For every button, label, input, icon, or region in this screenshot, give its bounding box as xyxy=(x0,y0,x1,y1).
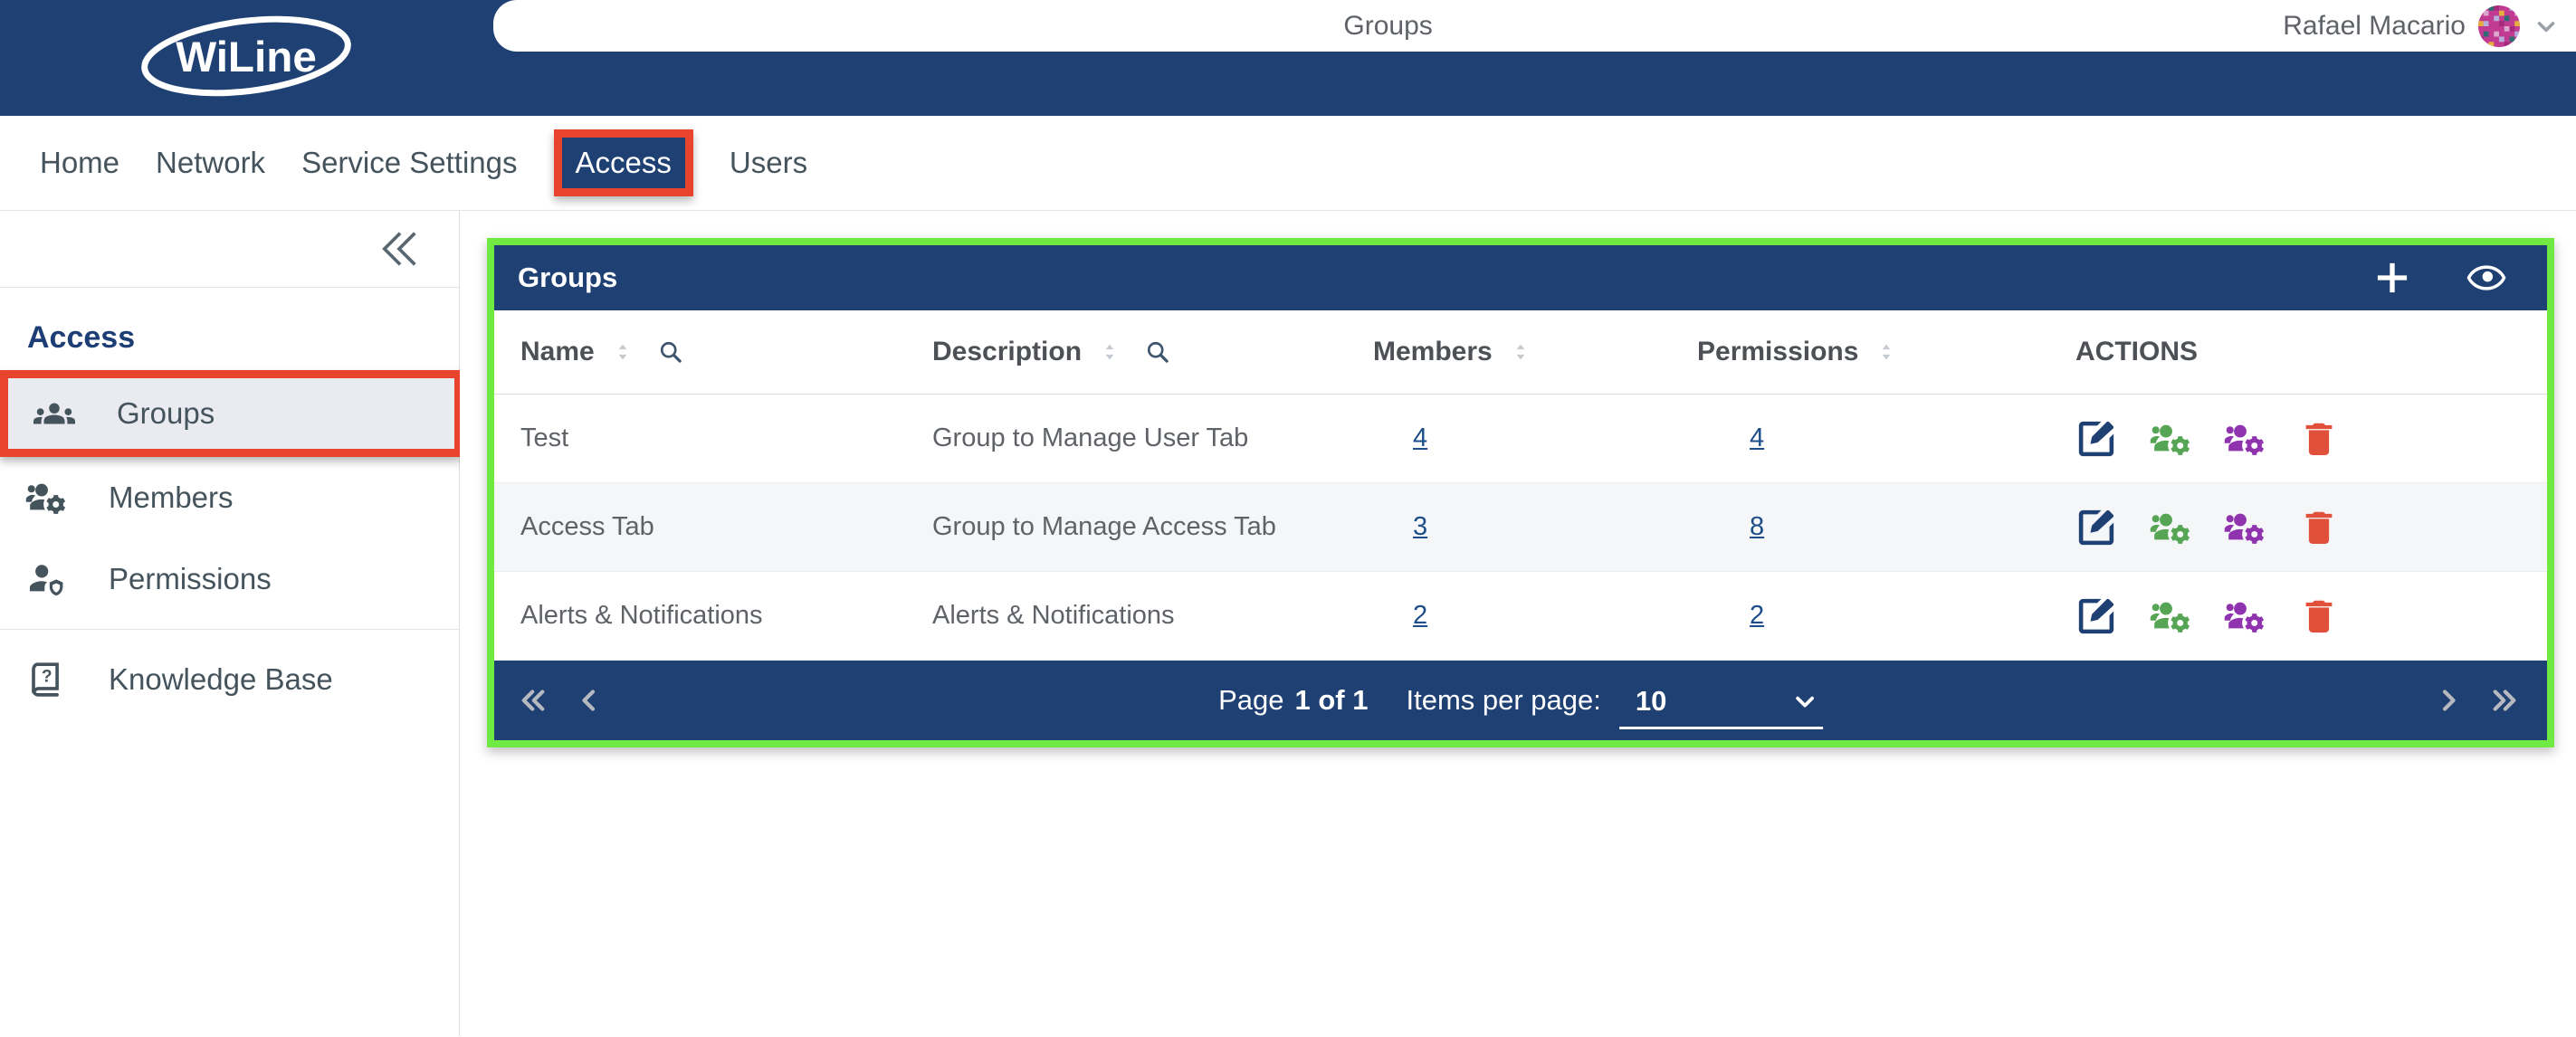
pagination-bar: Page 1 of 1 Items per page: 10 xyxy=(494,661,2547,740)
table-row: Access Tab Group to Manage Access Tab 3 … xyxy=(494,483,2547,572)
delete-group-icon[interactable] xyxy=(2298,595,2340,637)
manage-permissions-icon[interactable] xyxy=(2224,418,2266,460)
header-tab: Groups Rafael Macario xyxy=(493,0,2576,52)
cell-description: Group to Manage Access Tab xyxy=(932,512,1276,541)
sidebar-header xyxy=(0,211,459,288)
members-icon xyxy=(25,477,67,518)
main-area: Access Groups Members Permissions Knowle… xyxy=(0,211,2576,1036)
chevron-down-icon[interactable] xyxy=(2533,13,2560,40)
first-page-icon[interactable] xyxy=(516,683,550,718)
avatar[interactable] xyxy=(2478,5,2520,47)
manage-members-icon[interactable] xyxy=(2150,418,2191,460)
sidebar-item-groups[interactable]: Groups xyxy=(8,378,454,449)
sidebar-item-permissions[interactable]: Permissions xyxy=(0,538,459,620)
user-name: Rafael Macario xyxy=(2283,10,2466,41)
cell-description: Group to Manage User Tab xyxy=(932,423,1249,452)
next-page-icon[interactable] xyxy=(2431,683,2466,718)
panel-title: Groups xyxy=(518,262,618,293)
sort-permissions-icon[interactable] xyxy=(1875,338,1898,366)
add-group-icon[interactable] xyxy=(2371,257,2413,299)
items-per-page-select[interactable]: 10 xyxy=(1618,685,1823,729)
cell-name: Access Tab xyxy=(520,512,654,541)
sidebar-item-members[interactable]: Members xyxy=(0,457,459,538)
permissions-count-link[interactable]: 8 xyxy=(1750,512,1765,541)
nav-item-access[interactable]: Access xyxy=(561,138,685,188)
sort-description-icon[interactable] xyxy=(1098,338,1121,366)
top-header: WiLine Groups Rafael Macario xyxy=(0,0,2576,116)
edit-group-icon[interactable] xyxy=(2075,595,2117,637)
row-actions xyxy=(2068,418,2547,460)
main-nav: Home Network Service Settings Access Use… xyxy=(0,116,2576,211)
table-row: Test Group to Manage User Tab 4 4 xyxy=(494,395,2547,483)
table-header-row: Name Description Members Permissi xyxy=(494,310,2547,395)
members-count-link[interactable]: 2 xyxy=(1413,601,1428,630)
row-actions xyxy=(2068,507,2547,548)
chevron-down-icon xyxy=(1790,687,1819,716)
cell-name: Test xyxy=(520,423,569,452)
previous-page-icon[interactable] xyxy=(572,683,606,718)
sidebar-item-label: Knowledge Base xyxy=(109,662,333,696)
annotation-green-box-groups-panel: Groups Name Description xyxy=(487,238,2554,747)
search-description-icon[interactable] xyxy=(1143,338,1172,366)
nav-item-service-settings[interactable]: Service Settings xyxy=(301,146,518,179)
members-count-link[interactable]: 4 xyxy=(1413,423,1428,452)
delete-group-icon[interactable] xyxy=(2298,507,2340,548)
search-name-icon[interactable] xyxy=(656,338,685,366)
cell-description: Alerts & Notifications xyxy=(932,601,1175,630)
content-area: Groups Name Description xyxy=(460,211,2576,1036)
cell-name: Alerts & Notifications xyxy=(520,601,763,630)
delete-group-icon[interactable] xyxy=(2298,418,2340,460)
groups-icon xyxy=(33,393,75,434)
manage-members-icon[interactable] xyxy=(2150,595,2191,637)
sidebar-item-label: Members xyxy=(109,480,234,514)
column-header-members: Members xyxy=(1373,337,1697,367)
nav-item-users[interactable]: Users xyxy=(729,146,808,179)
nav-item-network[interactable]: Network xyxy=(156,146,266,179)
nav-item-home[interactable]: Home xyxy=(40,146,120,179)
permissions-icon xyxy=(25,558,67,600)
column-header-permissions: Permissions xyxy=(1697,337,2068,367)
user-menu[interactable]: Rafael Macario xyxy=(2283,5,2576,47)
table-row: Alerts & Notifications Alerts & Notifica… xyxy=(494,572,2547,661)
row-actions xyxy=(2068,595,2547,637)
permissions-count-link[interactable]: 4 xyxy=(1750,423,1765,452)
wiline-logo: WiLine xyxy=(141,15,351,97)
sidebar-section-title: Access xyxy=(27,320,136,355)
sidebar-item-label: Permissions xyxy=(109,562,272,595)
page-indicator: Page 1 of 1 xyxy=(1218,684,1369,716)
manage-permissions-icon[interactable] xyxy=(2224,595,2266,637)
sidebar-item-knowledge-base[interactable]: Knowledge Base xyxy=(0,639,459,720)
sidebar-item-label: Groups xyxy=(117,396,215,430)
annotation-red-box-groups: Groups xyxy=(0,370,463,457)
column-header-description: Description xyxy=(932,337,1373,367)
collapse-sidebar-icon[interactable] xyxy=(376,225,423,272)
sidebar-divider xyxy=(0,629,459,630)
last-page-icon[interactable] xyxy=(2487,683,2522,718)
sort-name-icon[interactable] xyxy=(611,338,634,366)
page-title: Groups xyxy=(1343,10,1433,41)
sidebar: Access Groups Members Permissions Knowle… xyxy=(0,211,463,1036)
manage-members-icon[interactable] xyxy=(2150,507,2191,548)
svg-text:WiLine: WiLine xyxy=(176,33,317,81)
permissions-count-link[interactable]: 2 xyxy=(1750,601,1765,630)
members-count-link[interactable]: 3 xyxy=(1413,512,1428,541)
groups-panel-header: Groups xyxy=(494,245,2547,310)
view-columns-eye-icon[interactable] xyxy=(2466,257,2507,299)
edit-group-icon[interactable] xyxy=(2075,507,2117,548)
manage-permissions-icon[interactable] xyxy=(2224,507,2266,548)
items-per-page-label: Items per page: xyxy=(1406,684,1601,716)
annotation-red-box-access: Access xyxy=(553,129,693,196)
column-header-actions: ACTIONS xyxy=(2075,337,2198,366)
edit-group-icon[interactable] xyxy=(2075,418,2117,460)
items-per-page: Items per page: 10 xyxy=(1406,672,1823,729)
column-header-name: Name xyxy=(494,337,932,367)
sort-members-icon[interactable] xyxy=(1509,338,1532,366)
knowledge-base-icon xyxy=(25,659,67,700)
